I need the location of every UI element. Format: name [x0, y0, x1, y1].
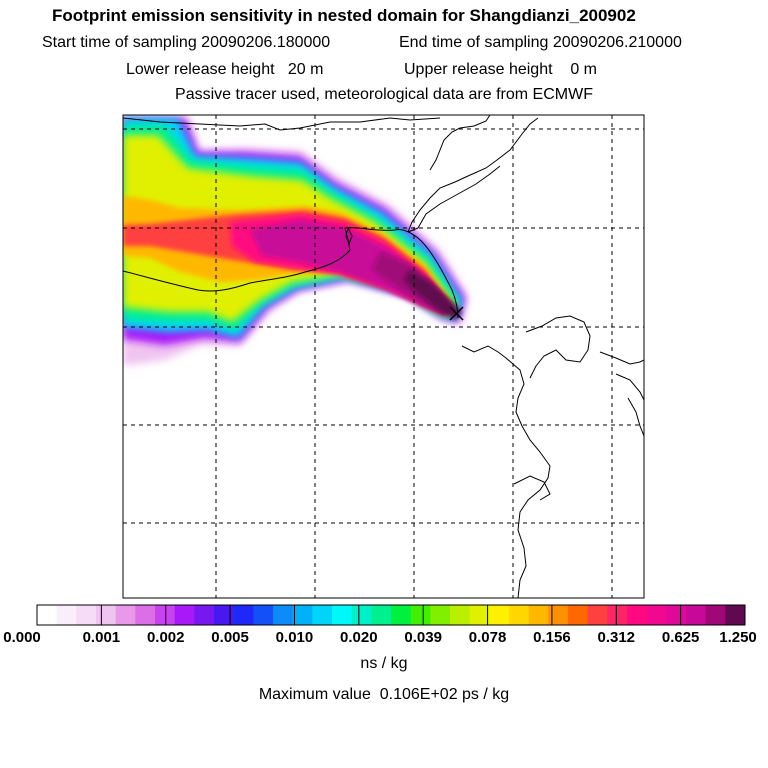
lat-lon-grid — [123, 115, 644, 598]
colorbar-swatch — [430, 605, 451, 625]
colorbar-swatch — [686, 605, 707, 625]
colorbar-tick-label: 0.312 — [597, 629, 636, 646]
colorbar-swatch — [76, 605, 97, 625]
colorbar-swatch — [135, 605, 156, 625]
colorbar-swatch — [371, 605, 392, 625]
start-time-label: Start time of sampling 20090206.180000 — [42, 34, 331, 51]
tracer-note: Passive tracer used, meteorological data… — [175, 86, 593, 103]
colorbar-swatch — [666, 605, 687, 625]
colorbar-swatch — [469, 605, 490, 625]
colorbar-tick-label: 0.010 — [275, 629, 314, 646]
colorbar-swatch — [548, 605, 569, 625]
colorbar-swatch — [194, 605, 215, 625]
colorbar-swatch — [509, 605, 530, 625]
maximum-value-label: Maximum value 0.106E+02 ps / kg — [258, 686, 510, 703]
colorbar-swatch — [725, 605, 746, 625]
sensitivity-plume — [123, 118, 468, 365]
colorbar-swatch — [292, 605, 313, 625]
colorbar-swatch — [233, 605, 254, 625]
colorbar-tick-label: 0.020 — [340, 629, 378, 646]
colorbar-tick-label: 0.156 — [533, 629, 571, 646]
colorbar-swatch — [646, 605, 667, 625]
colorbar — [36, 604, 746, 626]
colorbar-tick-label: 0.039 — [404, 629, 442, 646]
colorbar-swatch — [253, 605, 274, 625]
colorbar-swatch — [214, 605, 235, 625]
colorbar-swatch — [489, 605, 510, 625]
colorbar-swatch — [273, 605, 294, 625]
colorbar-swatch — [607, 605, 628, 625]
colorbar-swatch — [56, 605, 77, 625]
colorbar-swatch — [450, 605, 471, 625]
colorbar-swatch — [351, 605, 372, 625]
receptor-marker — [449, 306, 464, 321]
colorbar-swatch — [115, 605, 136, 625]
colorbar-swatch — [37, 605, 58, 625]
colorbar-tick-label: 0.625 — [661, 629, 700, 646]
colorbar-swatch — [705, 605, 726, 625]
colorbar-swatch — [568, 605, 589, 625]
lower-release-height-label: Lower release height 20 m — [126, 61, 324, 78]
colorbar-tick-label: 1.250 — [719, 629, 757, 646]
colorbar-swatch — [587, 605, 608, 625]
colorbar-swatch — [174, 605, 195, 625]
end-time-label: End time of sampling 20090206.210000 — [399, 34, 682, 51]
map-frame — [122, 114, 645, 599]
colorbar-tick-label: 0.005 — [211, 629, 249, 646]
colorbar-swatch — [627, 605, 648, 625]
colorbar-tick-label: 0.000 — [3, 629, 41, 646]
colorbar-swatch — [155, 605, 176, 625]
colorbar-tick-label: 0.078 — [468, 629, 507, 646]
coastline — [123, 115, 644, 598]
colorbar-tick-label: 0.002 — [146, 629, 185, 646]
upper-release-height-label: Upper release height 0 m — [404, 61, 597, 78]
colorbar-swatch — [410, 605, 431, 625]
colorbar-frame — [36, 604, 746, 626]
colorbar-swatch — [528, 605, 549, 625]
colorbar-tick-label: 0.001 — [82, 629, 121, 646]
colorbar-units: ns / kg — [360, 655, 408, 672]
colorbar-swatch — [332, 605, 353, 625]
map-title: Footprint emission sensitivity in nested… — [52, 6, 636, 25]
colorbar-swatch — [96, 605, 117, 625]
colorbar-swatch — [312, 605, 333, 625]
colorbar-swatch — [391, 605, 412, 625]
